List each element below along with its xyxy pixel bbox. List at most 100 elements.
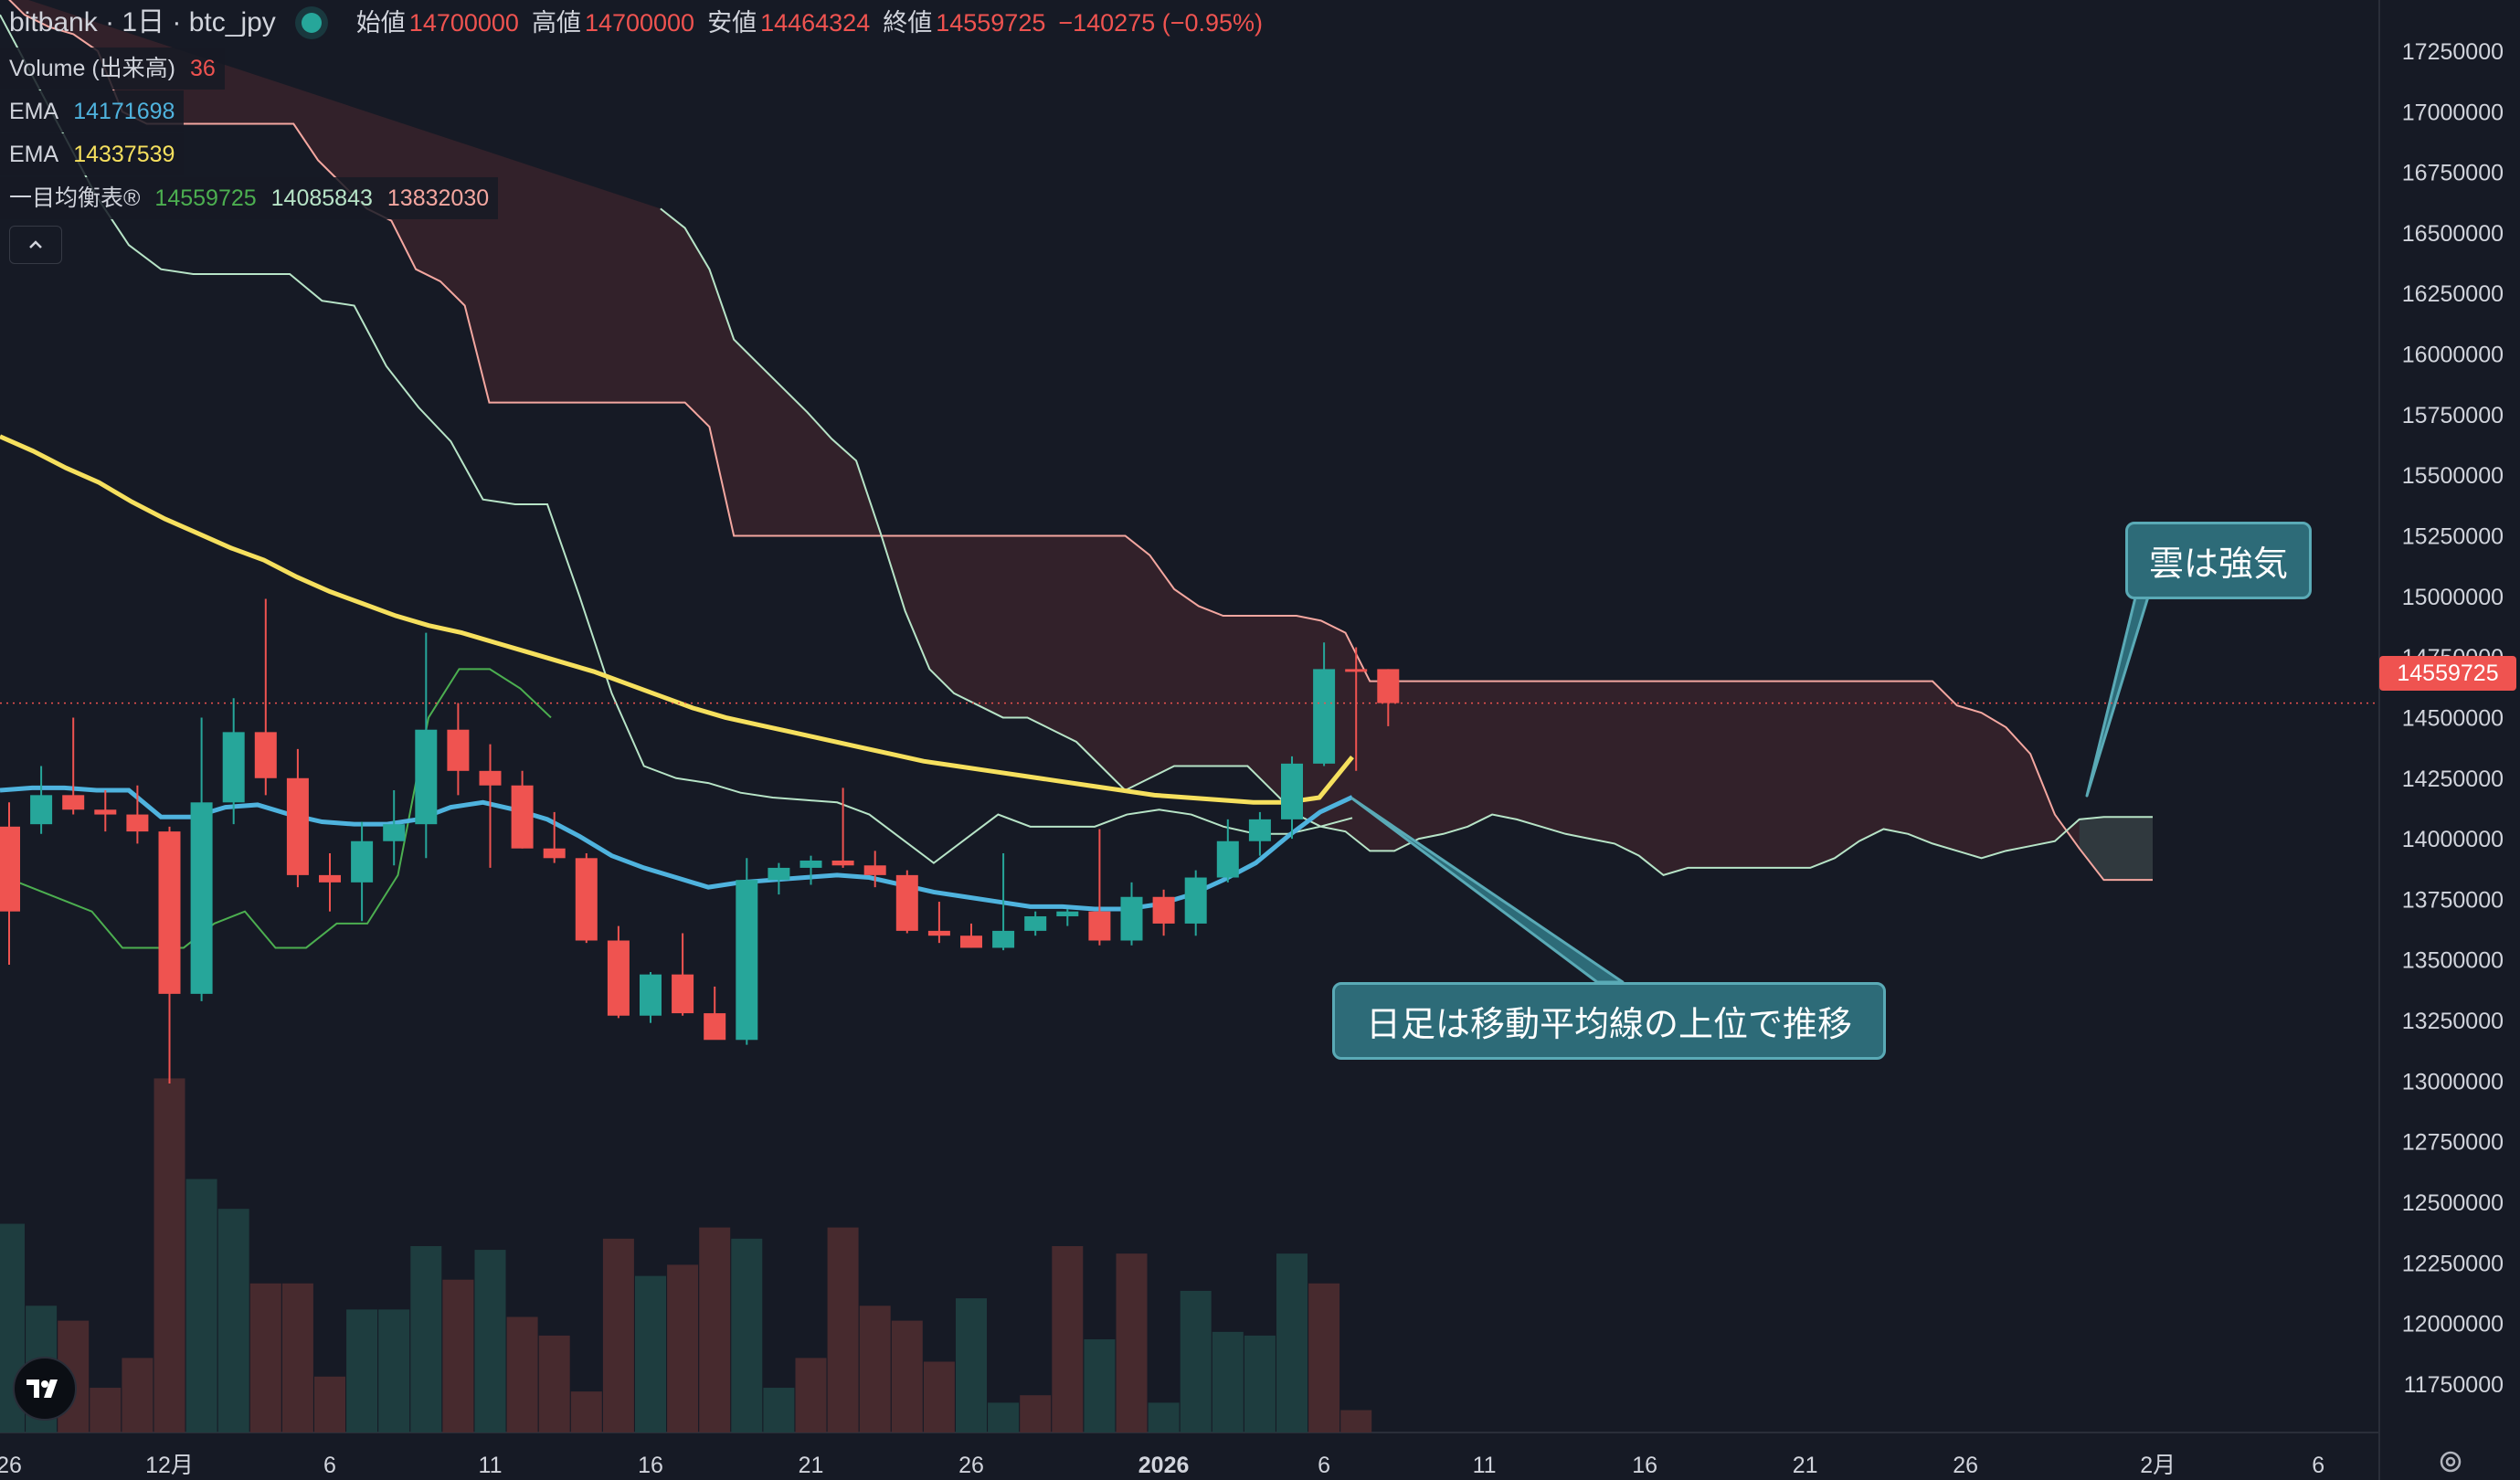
time-tick-label: 6 xyxy=(323,1453,336,1478)
indicator-value: 36 xyxy=(189,56,216,81)
price-axis[interactable]: 17250000 17000000 16750000 16500000 16250000… xyxy=(2402,39,2504,1398)
time-tick-label: 16 xyxy=(1632,1453,1657,1478)
gear-icon[interactable] xyxy=(2434,1445,2467,1478)
ichimoku-indicator-row[interactable]: 一目均衡表® 14559725 14085843 13832030 xyxy=(0,177,499,219)
market-status-icon xyxy=(301,13,322,33)
indicator-label: EMA xyxy=(9,99,59,124)
volume-bar xyxy=(988,1402,1020,1432)
candle-body xyxy=(1216,840,1239,878)
volume-bar xyxy=(859,1306,891,1432)
candle-body xyxy=(190,802,213,994)
candle-body xyxy=(831,860,854,866)
time-tick-label: 11 xyxy=(479,1453,503,1478)
symbol-title[interactable]: bitbank · 1日 · btc_jpy xyxy=(9,7,276,37)
candle-body xyxy=(672,974,694,1014)
volume-bar xyxy=(281,1283,313,1432)
collapse-legend-button[interactable] xyxy=(9,226,62,264)
time-axis[interactable]: 26 12月 6 11 16 21 26 2026 6 11 16 21 26 2月 6 xyxy=(0,1453,2324,1478)
kijun-sen-line xyxy=(0,14,1353,864)
candle-body xyxy=(1120,896,1143,941)
price-tick-label: 13750000 xyxy=(2402,887,2504,913)
volume-bar xyxy=(699,1227,731,1432)
indicator-label: Volume (出来高) xyxy=(9,56,175,81)
volume-bar xyxy=(506,1316,538,1432)
candle-body xyxy=(960,936,982,948)
candle-body xyxy=(1152,896,1175,924)
volume-bar xyxy=(217,1209,249,1432)
high-label: 高値 xyxy=(531,9,581,37)
candle-body xyxy=(927,930,950,936)
volume-bar xyxy=(891,1320,923,1432)
open-label: 始値 xyxy=(355,9,406,37)
ichimoku-cloud xyxy=(8,0,2153,882)
candle-body xyxy=(992,930,1015,948)
callout-cloud-bullish: 雲は強気 xyxy=(2125,522,2312,599)
candle-body xyxy=(704,1013,726,1041)
volume-bar xyxy=(635,1275,666,1432)
candle-body xyxy=(383,824,406,841)
time-tick-label: 2月 xyxy=(2140,1453,2176,1478)
price-tick-label: 12750000 xyxy=(2402,1130,2504,1156)
low-label: 安値 xyxy=(707,9,757,37)
open-value: 14700000 xyxy=(408,9,519,37)
callout-text: 日足は移動平均線の上位で推移 xyxy=(1365,1006,1852,1044)
volume-bar xyxy=(923,1361,955,1432)
volume-bar xyxy=(185,1179,217,1432)
volume-bar xyxy=(442,1279,474,1432)
candle-body xyxy=(1281,763,1303,819)
ema-fast-indicator-row[interactable]: EMA 14171698 xyxy=(0,90,185,132)
time-tick-label: 26 xyxy=(958,1453,984,1478)
tradingview-logo-icon xyxy=(26,1380,58,1398)
indicator-label: EMA xyxy=(9,142,59,167)
cloud-fill-bearish xyxy=(9,0,2153,881)
price-tick-label: 14250000 xyxy=(2402,766,2504,792)
senkou-span-a-line xyxy=(660,207,2153,876)
volume-bar xyxy=(1148,1402,1180,1432)
price-tick-label: 12000000 xyxy=(2402,1312,2504,1337)
volume-bar xyxy=(763,1388,795,1432)
time-tick-label: 6 xyxy=(1318,1453,1330,1478)
candle-body xyxy=(511,785,534,849)
volume-bar xyxy=(1116,1253,1148,1432)
volume-bar xyxy=(410,1246,442,1432)
last-price-tag: 14559725 xyxy=(2379,656,2516,691)
volume-bar xyxy=(1276,1253,1308,1432)
volume-bar xyxy=(1212,1331,1244,1432)
time-tick-label: 21 xyxy=(1793,1453,1818,1478)
candle-body xyxy=(768,867,790,881)
ema-slow-line xyxy=(0,434,1354,805)
time-tick-label: 12月 xyxy=(145,1453,194,1478)
ema-slow-indicator-row[interactable]: EMA 14337539 xyxy=(0,133,185,175)
candle-body xyxy=(351,840,374,883)
price-tick-label: 13250000 xyxy=(2402,1009,2504,1034)
time-tick-label: 26 xyxy=(1953,1453,1978,1478)
ohlc-legend: bitbank · 1日 · btc_jpy 始値 14700000 高値 1470… xyxy=(9,5,1276,40)
volume-bar xyxy=(538,1335,570,1432)
candle-body xyxy=(543,848,566,859)
volume-bar xyxy=(249,1283,281,1432)
candle-body xyxy=(447,729,470,771)
candle-body xyxy=(222,732,245,803)
low-value: 14464324 xyxy=(760,9,871,37)
callout-above-moving-average: 日足は移動平均線の上位で推移 xyxy=(1332,982,1886,1060)
volume-bar xyxy=(122,1358,154,1432)
price-tick-label: 14000000 xyxy=(2402,827,2504,852)
candle-body xyxy=(254,732,277,778)
price-tick-label: 17000000 xyxy=(2402,100,2504,125)
volume-bar xyxy=(956,1298,987,1432)
price-tick-label: 15500000 xyxy=(2402,463,2504,489)
candle-body xyxy=(286,777,309,875)
volume-indicator-row[interactable]: Volume (出来高) 36 xyxy=(0,48,225,90)
candle-body xyxy=(1056,911,1079,916)
price-tick-label: 15750000 xyxy=(2402,403,2504,428)
tradingview-logo-icon[interactable] xyxy=(13,1357,77,1421)
volume-bar xyxy=(602,1238,634,1432)
volume-bar xyxy=(346,1309,378,1432)
volume-bar xyxy=(1020,1395,1052,1432)
candle-body xyxy=(158,831,181,994)
price-tick-label: 16000000 xyxy=(2402,343,2504,368)
volume-bar xyxy=(1180,1290,1212,1432)
candle-body xyxy=(1345,669,1368,672)
price-tick-label: 11750000 xyxy=(2404,1372,2504,1398)
